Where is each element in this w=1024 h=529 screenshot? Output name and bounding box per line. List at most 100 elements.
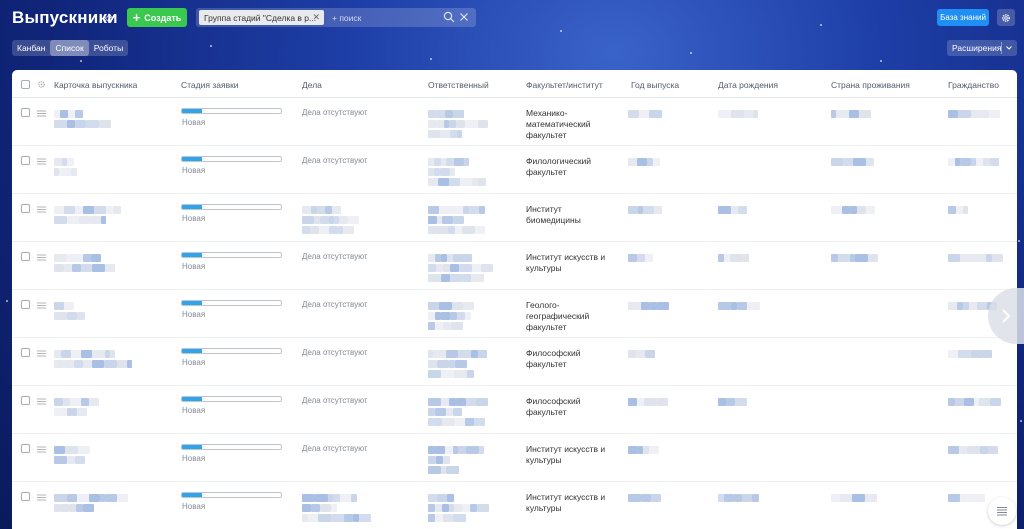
column-header-citizenship[interactable]: Гражданство <box>948 80 999 90</box>
deals-status: Дела отсутствуют <box>302 444 368 453</box>
stage-progress-fill <box>182 157 202 161</box>
settings-button[interactable] <box>997 9 1015 26</box>
drag-handle-icon[interactable] <box>37 110 46 117</box>
page-title: Выпускники <box>12 8 118 27</box>
drag-handle-icon[interactable] <box>37 254 46 261</box>
extensions-button[interactable]: Расширения <box>947 40 1017 56</box>
create-button-label: Создать <box>144 12 182 23</box>
stage-label: Новая <box>182 262 206 271</box>
row-checkbox[interactable] <box>21 108 30 117</box>
column-header-deals[interactable]: Дела <box>302 80 322 90</box>
list-button[interactable] <box>988 497 1016 525</box>
column-header-birth-date[interactable]: Дата рождения <box>718 80 778 90</box>
table-row[interactable]: Новая Дела отсутствуют Филологический факу… <box>12 146 1017 194</box>
stage-progress-bar[interactable] <box>181 444 282 450</box>
stage-progress-fill <box>182 253 202 257</box>
select-all-checkbox[interactable] <box>21 80 30 89</box>
table-row[interactable]: Новая Дела отсутствуют Философский факульт… <box>12 338 1017 386</box>
drag-handle-icon[interactable] <box>37 350 46 357</box>
deals-status: Дела отсутствуют <box>302 348 368 357</box>
table-header: Карточка выпускника Стадия заявки Дела О… <box>12 70 1017 98</box>
stage-label: Новая <box>182 358 206 367</box>
drag-handle-icon[interactable] <box>37 446 46 453</box>
deals-status: Дела отсутствуют <box>302 396 368 405</box>
row-checkbox[interactable] <box>21 492 30 501</box>
create-button[interactable]: + Создать <box>127 8 187 27</box>
drag-handle-icon[interactable] <box>37 158 46 165</box>
row-checkbox[interactable] <box>21 348 30 357</box>
column-header-card[interactable]: Карточка выпускника <box>54 80 138 90</box>
stage-label: Новая <box>182 502 206 511</box>
knowledge-base-button[interactable]: База знаний <box>937 9 989 26</box>
stage-progress-bar[interactable] <box>181 156 282 162</box>
row-checkbox[interactable] <box>21 300 30 309</box>
deals-status: Дела отсутствуют <box>302 252 368 261</box>
stage-label: Новая <box>182 118 206 127</box>
top-bar: Выпускники + Создать Группа стадий "Сдел… <box>0 0 1024 36</box>
filter-chip[interactable]: Группа стадий "Сделка в р... ✕ <box>199 10 324 25</box>
stage-label: Новая <box>182 310 206 319</box>
view-switcher: Канбан Список Роботы <box>12 40 129 56</box>
grid-panel: Карточка выпускника Стадия заявки Дела О… <box>12 70 1017 529</box>
column-header-country[interactable]: Страна проживания <box>831 80 910 90</box>
stage-progress-bar[interactable] <box>181 204 282 210</box>
table-row[interactable]: Новая Дела отсутствуют Институт искусств и… <box>12 434 1017 482</box>
list-icon <box>997 507 1007 516</box>
table-row[interactable]: Новая Институт биомедицины <box>12 194 1017 242</box>
stage-progress-fill <box>182 493 202 497</box>
search-input[interactable] <box>332 10 432 25</box>
stage-progress-fill <box>182 205 202 209</box>
row-checkbox[interactable] <box>21 444 30 453</box>
stage-progress-bar[interactable] <box>181 300 282 306</box>
row-checkbox[interactable] <box>21 252 30 261</box>
table-row[interactable]: Новая Дела отсутствуют Институт искусств и… <box>12 242 1017 290</box>
stage-progress-fill <box>182 349 202 353</box>
drag-handle-icon[interactable] <box>37 302 46 309</box>
column-header-stage[interactable]: Стадия заявки <box>181 80 239 90</box>
filter-chip-label: Группа стадий "Сделка в р... <box>204 12 317 23</box>
divider <box>1001 42 1002 54</box>
stage-progress-fill <box>182 109 202 113</box>
tab-list[interactable]: Список <box>50 40 89 56</box>
deals-status: Дела отсутствуют <box>302 108 368 117</box>
filter-search-box[interactable]: Группа стадий "Сделка в р... ✕ <box>196 8 476 27</box>
plus-icon: + <box>132 10 141 25</box>
column-header-responsible[interactable]: Ответственный <box>428 80 489 90</box>
faculty-value: Институт искусств и культуры <box>526 492 606 513</box>
faculty-value: Институт искусств и культуры <box>526 252 606 273</box>
pin-icon[interactable] <box>103 13 113 23</box>
stage-label: Новая <box>182 406 206 415</box>
row-checkbox[interactable] <box>21 156 30 165</box>
gear-icon[interactable] <box>37 80 46 89</box>
row-checkbox[interactable] <box>21 396 30 405</box>
column-header-faculty[interactable]: Факультет/институт <box>526 80 603 90</box>
table-row[interactable]: Новая Дела отсутствуют Геолого-географичес… <box>12 290 1017 338</box>
stage-progress-bar[interactable] <box>181 492 282 498</box>
row-checkbox[interactable] <box>21 204 30 213</box>
faculty-value: Филологический факультет <box>526 156 592 177</box>
stage-progress-bar[interactable] <box>181 396 282 402</box>
search-icon[interactable] <box>443 11 455 23</box>
drag-handle-icon[interactable] <box>37 206 46 213</box>
chevron-down-icon[interactable] <box>1005 44 1013 52</box>
table-row[interactable]: Новая Институт искусств и культуры <box>12 482 1017 529</box>
drag-handle-icon[interactable] <box>37 494 46 501</box>
faculty-value: Философский факультет <box>526 396 581 417</box>
tab-kanban[interactable]: Канбан <box>17 43 46 53</box>
clear-search-icon[interactable] <box>458 11 470 23</box>
deals-status: Дела отсутствуют <box>302 300 368 309</box>
stage-progress-bar[interactable] <box>181 252 282 258</box>
stage-progress-bar[interactable] <box>181 108 282 114</box>
stage-progress-fill <box>182 397 202 401</box>
faculty-value: Институт искусств и культуры <box>526 444 606 465</box>
close-icon[interactable]: ✕ <box>312 12 320 22</box>
tab-robots[interactable]: Роботы <box>93 43 124 53</box>
faculty-value: Философский факультет <box>526 348 581 369</box>
column-header-grad-year[interactable]: Год выпуска <box>631 80 680 90</box>
chevron-right-icon <box>1002 309 1011 323</box>
gear-icon <box>1002 13 1010 22</box>
table-row[interactable]: Новая Дела отсутствуют Механико-математиче… <box>12 98 1017 146</box>
stage-progress-bar[interactable] <box>181 348 282 354</box>
table-row[interactable]: Новая Дела отсутствуют Философский факульт… <box>12 386 1017 434</box>
drag-handle-icon[interactable] <box>37 398 46 405</box>
